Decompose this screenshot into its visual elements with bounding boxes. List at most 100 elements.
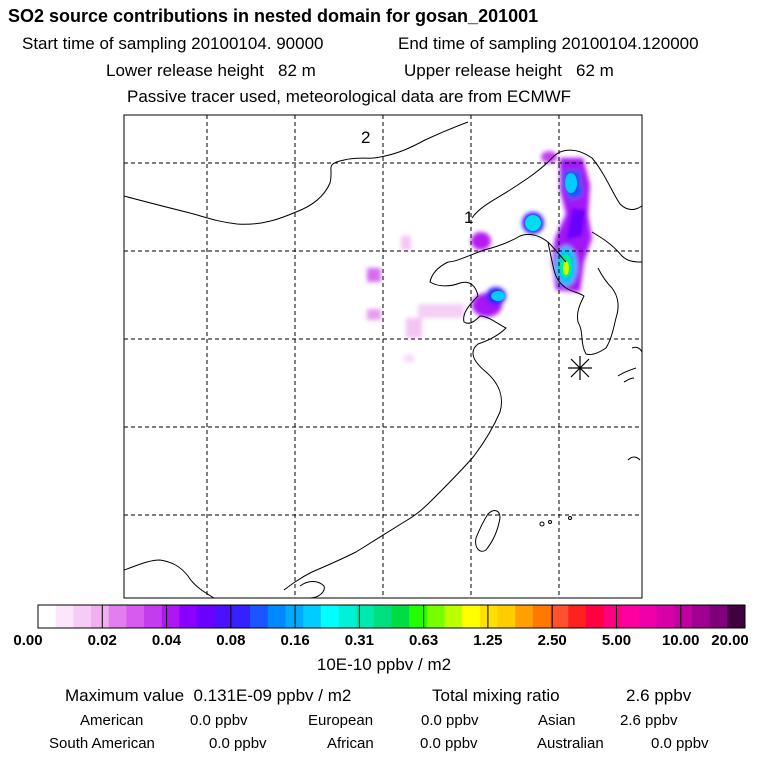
colorbar-swatch <box>197 605 216 628</box>
colorbar-swatch <box>320 605 339 628</box>
region-value: 2.6 ppbv <box>620 712 678 729</box>
coastline <box>617 367 637 377</box>
region-name: European <box>308 712 374 729</box>
colorbar-swatch <box>144 605 163 628</box>
colorbar-swatch <box>356 605 375 628</box>
max-value: Maximum value 0.131E-09 ppbv / m2 <box>65 686 351 706</box>
colorbar-swatch <box>373 605 392 628</box>
upper-release-value: 62 m <box>576 61 614 80</box>
region-value: 0.0 ppbv <box>209 735 267 752</box>
colorbar-frame <box>37 604 746 629</box>
colorbar-swatch <box>621 605 640 628</box>
colorbar-swatch <box>638 605 658 628</box>
colorbar-swatch <box>232 605 251 628</box>
colorbar-swatch <box>656 605 675 628</box>
grid-layer <box>124 115 642 598</box>
colorbar-swatch <box>691 605 711 628</box>
start-time-value: 20100104. 90000 <box>191 34 324 53</box>
colorbar-tick-label: 0.08 <box>216 632 246 649</box>
tracer-note: Passive tracer used, meteorological data… <box>127 87 572 106</box>
plume-core <box>563 261 569 275</box>
border-line <box>591 231 643 263</box>
colorbar-swatch <box>444 605 463 628</box>
plume-core <box>491 291 505 301</box>
lower-release-value: 82 m <box>278 61 316 80</box>
colorbar-swatch <box>426 605 446 628</box>
colorbar-swatch <box>267 605 286 628</box>
colorbar-swatch <box>391 605 410 628</box>
colorbar-tick-label: 10.00 <box>661 632 700 649</box>
colorbar-swatch <box>585 605 605 628</box>
colorbar-swatch <box>568 605 587 628</box>
colorbar-tick-label: 20.00 <box>711 632 749 649</box>
colorbar-tick-label: 2.50 <box>537 632 567 649</box>
island <box>548 520 552 524</box>
colorbar-swatch <box>303 605 322 628</box>
coastline <box>475 510 501 552</box>
colorbar-swatch <box>38 605 57 628</box>
region-value: 0.0 ppbv <box>420 735 478 752</box>
coastline-layer <box>123 121 643 599</box>
colorbar-tick-label: 0.63 <box>409 632 439 649</box>
colorbar-swatch <box>409 605 428 628</box>
colorbar-swatch <box>462 605 481 628</box>
map-label-2: 2 <box>361 128 371 147</box>
colorbar-swatch <box>550 605 569 628</box>
colorbar-swatch <box>161 605 180 628</box>
plume-patch <box>404 355 414 362</box>
region-name: Asian <box>538 712 576 729</box>
colorbar-swatch <box>250 605 269 628</box>
upper-release: Upper release height 62 m <box>404 61 614 81</box>
coastline <box>283 249 507 591</box>
plume-patch <box>367 309 381 320</box>
region-name: South American <box>49 735 155 752</box>
coastline <box>299 581 325 599</box>
colorbar-swatch <box>497 605 516 628</box>
colorbar-tick-label: 0.04 <box>151 632 182 649</box>
plume-patch <box>401 236 411 250</box>
total-mixing-value: 2.6 ppbv <box>626 686 692 705</box>
colorbar-swatch <box>55 605 74 628</box>
plume-patch <box>367 268 381 282</box>
region-name: Australian <box>537 735 604 752</box>
region-name: American <box>80 712 144 729</box>
border-line <box>123 121 469 225</box>
map-label-1: 1 <box>464 208 474 227</box>
colorbar-swatch <box>674 605 693 628</box>
upper-release-label: Upper release height <box>404 61 562 80</box>
colorbar-swatch <box>126 605 145 628</box>
end-time-label: End time of sampling <box>398 34 557 53</box>
plume-core <box>566 208 586 240</box>
colorbar-swatch <box>709 605 728 628</box>
coastline <box>483 233 567 263</box>
colorbar-tick-label: 0.16 <box>280 632 310 649</box>
colorbar-tick-label: 0.00 <box>13 632 43 649</box>
coastline <box>547 241 567 289</box>
colorbar-tick-label: 5.00 <box>601 632 632 649</box>
region-value: 0.0 ppbv <box>651 735 709 752</box>
island <box>568 516 572 520</box>
plume-core <box>565 173 577 193</box>
region-value: 0.0 ppbv <box>190 712 248 729</box>
border-line <box>123 559 215 599</box>
end-time-value: 20100104.120000 <box>561 34 699 53</box>
colorbar-swatch <box>479 605 499 628</box>
plume-core <box>525 215 541 231</box>
start-time: Start time of sampling 20100104. 90000 <box>22 34 324 54</box>
plume-patch <box>418 304 464 318</box>
plume-patch <box>471 232 491 250</box>
max-value-label: Maximum value <box>65 686 185 705</box>
map-frame <box>123 114 643 599</box>
max-value-value: 0.131E-09 ppbv / m2 <box>193 686 352 705</box>
border-line <box>471 149 643 219</box>
star-receptor-icon <box>568 356 592 380</box>
colorbar <box>37 604 746 629</box>
plume-patch <box>406 318 422 338</box>
colorbar-swatch <box>603 605 622 628</box>
island <box>539 521 545 527</box>
plume-patch <box>541 151 557 163</box>
colorbar-swatch <box>73 605 92 628</box>
colorbar-tick-label: 1.25 <box>473 632 503 649</box>
colorbar-swatch <box>727 605 746 628</box>
